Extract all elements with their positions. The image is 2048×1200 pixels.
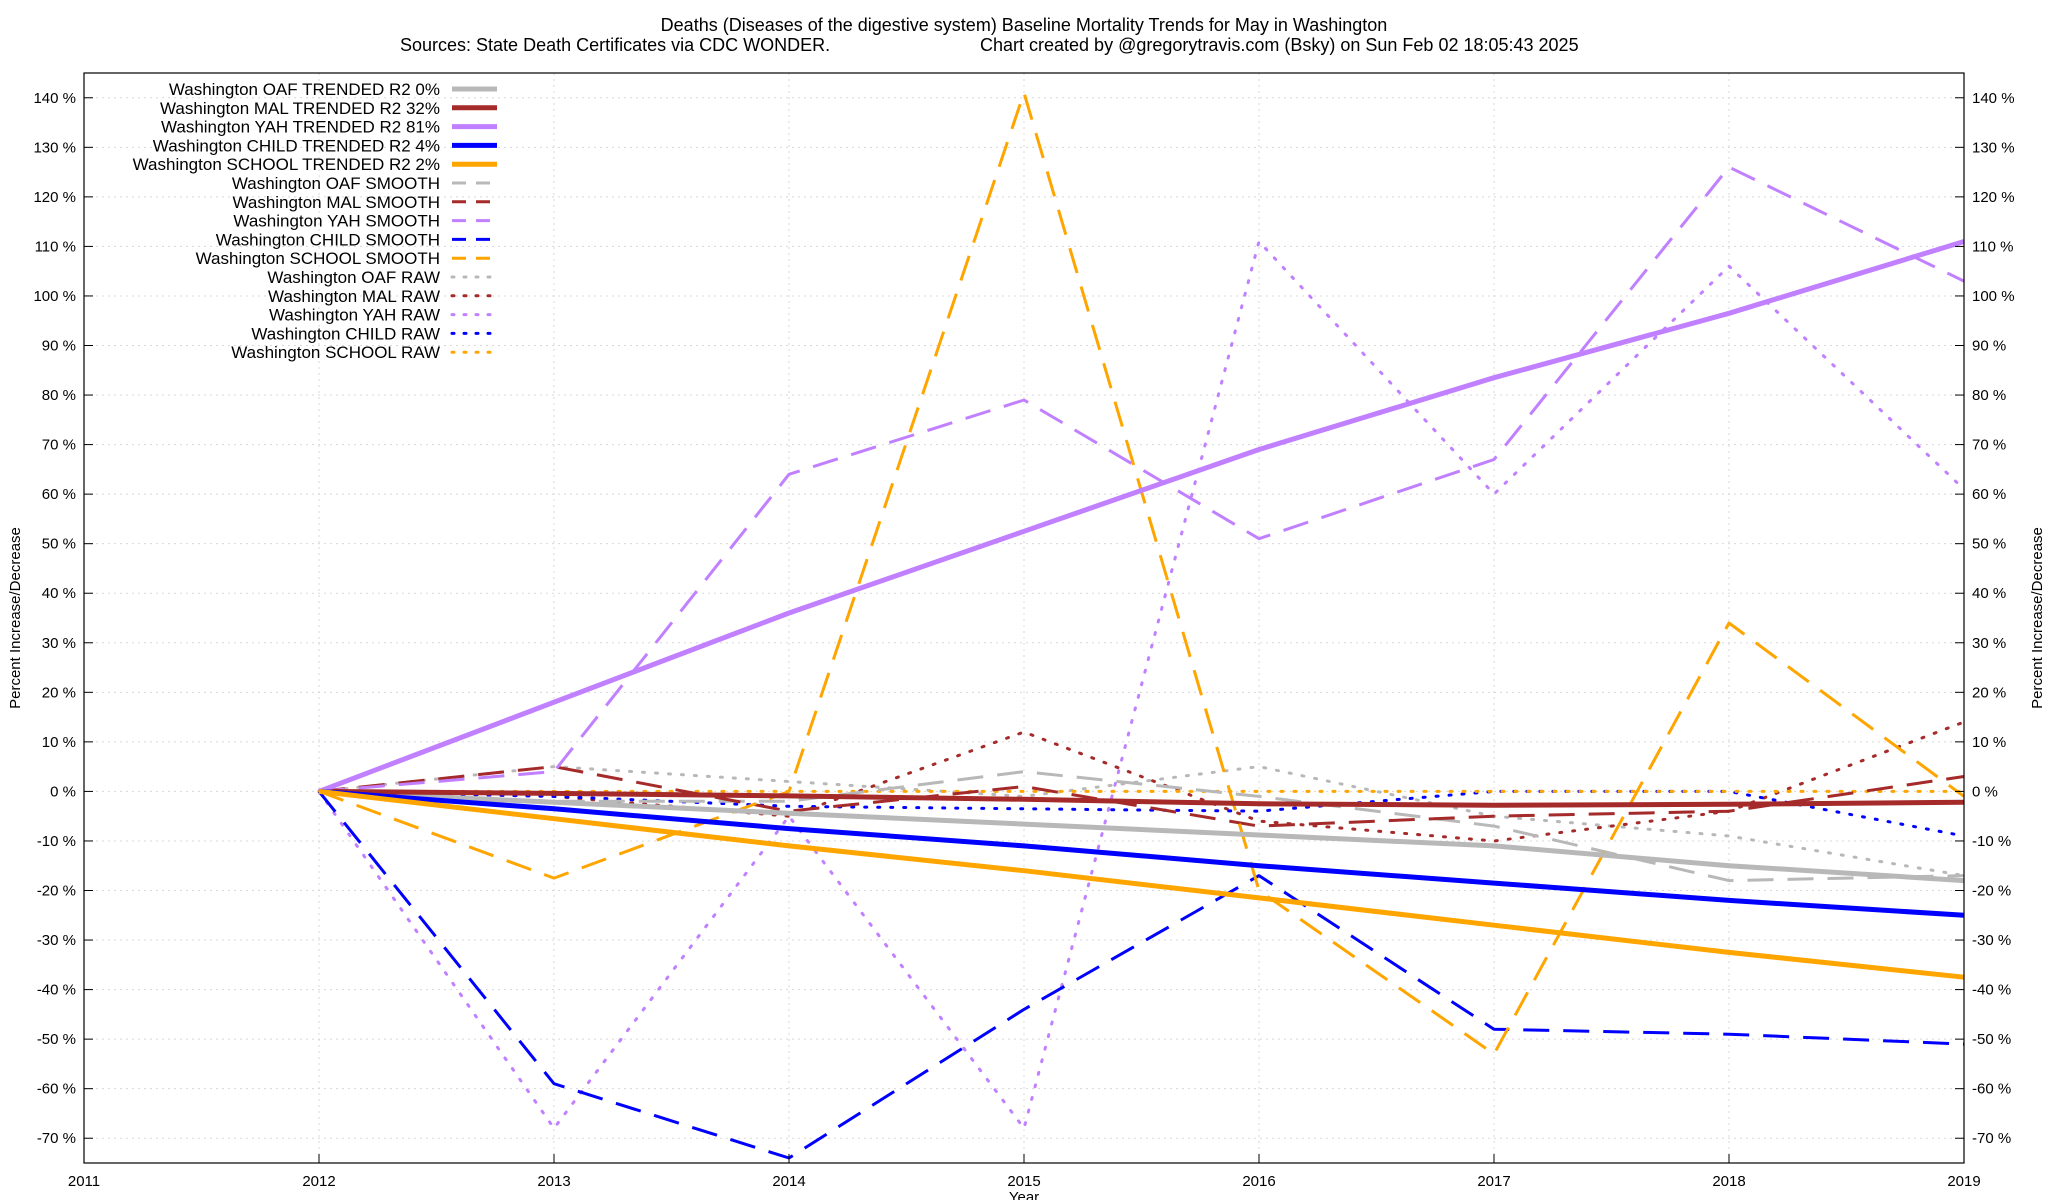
series-line-washington-child-raw [317, 789, 1966, 838]
x-tick-label: 2019 [1947, 1173, 1980, 1190]
series-line-washington-child-trended-r2-4 [318, 788, 1965, 918]
series-line-washington-oaf-smooth [318, 770, 1965, 883]
y-tick-label-right: 20 % [1972, 684, 2006, 701]
x-tick-label: 2014 [772, 1173, 805, 1190]
y-tick-label-right: 10 % [1972, 734, 2006, 751]
y-tick-label-right: 90 % [1972, 338, 2006, 355]
y-tick-label-right: 110 % [1972, 238, 2013, 255]
y-tick-label-left: -60 % [37, 1081, 76, 1098]
y-tick-label-left: -20 % [37, 883, 76, 900]
chart-subtitle-credit: Chart created by @gregorytravis.com (Bsk… [980, 35, 1579, 55]
y-axis-right: 140 % 130 % 120 % 110 % 100 % 90 % 80 % 70 % 60 … [1955, 90, 2015, 1147]
legend-label: Washington YAH TRENDED R2 81% [161, 118, 440, 137]
y-tick-label-right: -20 % [1972, 883, 2011, 900]
legend-label: Washington YAH SMOOTH [233, 212, 440, 231]
y-tick-label-left: -30 % [37, 932, 76, 949]
y-axis-left: 140 % 130 % 120 % 110 % 100 % 90 % 80 % 70 % 60 … [33, 90, 93, 1147]
y-tick-label-left: 120 % [33, 189, 76, 206]
y-tick-label-right: -70 % [1972, 1130, 2011, 1147]
legend-label: Washington MAL TRENDED R2 32% [160, 99, 440, 118]
series-line-washington-yah-raw [317, 240, 1966, 1130]
y-tick-label-left: 70 % [42, 437, 76, 454]
y-tick-label-left: 60 % [42, 486, 76, 503]
y-tick-label-left: 140 % [33, 90, 76, 107]
x-tick-label: 2012 [302, 1173, 335, 1190]
y-tick-label-right: 120 % [1972, 189, 2015, 206]
legend-label: Washington CHILD TRENDED R2 4% [153, 136, 440, 155]
legend-label: Washington SCHOOL RAW [231, 343, 440, 362]
legend-label: Washington YAH RAW [269, 306, 440, 325]
y-tick-label-left: -40 % [37, 982, 76, 999]
y-tick-label-left: 0 % [50, 783, 76, 800]
y-tick-label-right: 130 % [1972, 139, 2015, 156]
legend-label: Washington SCHOOL SMOOTH [196, 249, 440, 268]
x-tick-label: 2013 [537, 1173, 570, 1190]
y-tick-label-left: 90 % [42, 338, 76, 355]
y-tick-label-left: 50 % [42, 536, 76, 553]
y-tick-label-right: 100 % [1972, 288, 2015, 305]
x-tick-label: 2018 [1712, 1173, 1745, 1190]
legend-label: Washington CHILD RAW [251, 324, 440, 343]
y-tick-label-right: 50 % [1972, 536, 2006, 553]
y-tick-label-right: -50 % [1972, 1031, 2011, 1048]
series-line-washington-oaf-trended-r2-0 [318, 788, 1965, 884]
x-tick-label: 2011 [68, 1173, 100, 1190]
y-tick-label-right: 30 % [1972, 635, 2006, 652]
legend-label: Washington MAL RAW [268, 287, 440, 306]
y-tick-label-left: 20 % [42, 684, 76, 701]
y-tick-label-right: 70 % [1972, 437, 2006, 454]
y-tick-label-right: 60 % [1972, 486, 2006, 503]
legend: Washington OAF TRENDED R2 0%Washington M… [133, 80, 499, 362]
y-tick-label-left: -70 % [37, 1130, 76, 1147]
y-tick-label-left: -50 % [37, 1031, 76, 1048]
y-tick-label-right: -10 % [1972, 833, 2011, 850]
series-line-washington-mal-raw [317, 720, 1966, 843]
y-tick-label-right: -60 % [1972, 1081, 2011, 1098]
y-tick-label-right: 40 % [1972, 585, 2006, 602]
y-tick-label-left: 130 % [33, 139, 76, 156]
series-line-washington-child-smooth [317, 790, 1965, 1160]
series-line-washington-yah-smooth [318, 165, 1965, 793]
y-axis-label-right: Percent Increase/Decrease [2029, 527, 2046, 709]
chart-title: Deaths (Diseases of the digestive system… [661, 15, 1388, 35]
legend-label: Washington OAF RAW [267, 268, 440, 287]
series-line-washington-oaf-raw [317, 765, 1966, 878]
x-tick-label: 2015 [1007, 1173, 1040, 1190]
y-tick-label-right: -30 % [1972, 932, 2011, 949]
y-tick-label-left: 100 % [33, 288, 76, 305]
x-tick-label: 2017 [1477, 1173, 1510, 1190]
x-tick-label: 2016 [1242, 1173, 1275, 1190]
y-tick-label-left: -10 % [37, 833, 76, 850]
y-tick-label-left: 30 % [42, 635, 76, 652]
y-tick-label-left: 80 % [42, 387, 76, 404]
series-line-washington-mal-smooth [318, 765, 1965, 828]
y-tick-label-right: -40 % [1972, 982, 2011, 999]
y-axis-label-left: Percent Increase/Decrease [7, 527, 24, 709]
y-tick-label-left: 40 % [42, 585, 76, 602]
y-tick-label-right: 0 % [1972, 783, 1998, 800]
series-line-washington-yah-trended-r2-81 [318, 239, 1965, 794]
y-tick-label-right: 80 % [1972, 387, 2006, 404]
x-axis: 2011 2012 2013 2014 2015 2016 2017 2018 2019 [68, 1154, 1981, 1190]
legend-label: Washington MAL SMOOTH [232, 193, 440, 212]
x-axis-label: Year [1009, 1189, 1039, 1200]
series-line-washington-mal-trended-r2-32 [318, 788, 1965, 808]
chart-subtitle-source: Sources: State Death Certificates via CD… [400, 35, 830, 55]
legend-label: Washington OAF SMOOTH [232, 174, 440, 193]
y-tick-label-right: 140 % [1972, 90, 2015, 107]
y-tick-label-left: 10 % [42, 734, 76, 751]
legend-label: Washington CHILD SMOOTH [216, 230, 440, 249]
plot-series [317, 91, 1966, 1160]
legend-label: Washington OAF TRENDED R2 0% [169, 80, 440, 99]
series-line-washington-school-trended-r2-2 [318, 788, 1965, 980]
legend-label: Washington SCHOOL TRENDED R2 2% [133, 155, 440, 174]
y-tick-label-left: 110 % [35, 238, 76, 255]
